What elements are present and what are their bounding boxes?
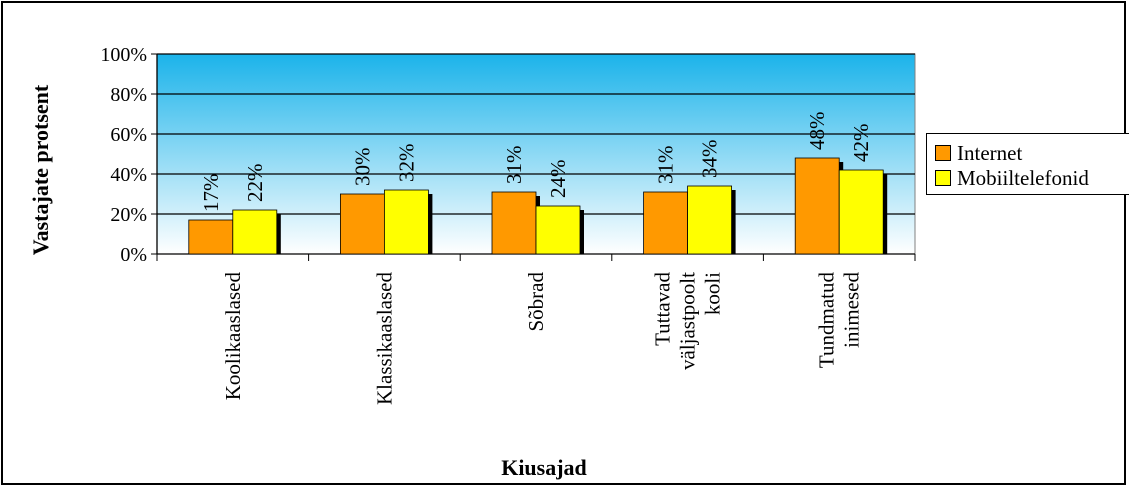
data-label: 31% bbox=[654, 146, 678, 185]
category-label: Tundmatud bbox=[815, 272, 839, 369]
category-label: Koolikaaslased bbox=[221, 272, 245, 401]
legend-swatch-internet bbox=[935, 145, 951, 161]
category-label: Tuttavad bbox=[651, 272, 675, 346]
legend-item-mobiiltelefonid: Mobiiltelefonid bbox=[935, 166, 1089, 190]
bar bbox=[535, 205, 581, 255]
data-label: 22% bbox=[243, 164, 267, 203]
bar bbox=[794, 157, 840, 255]
legend-item-internet: Internet bbox=[935, 141, 1022, 165]
y-tick-label: 80% bbox=[110, 84, 147, 106]
y-tick-label: 60% bbox=[110, 124, 147, 146]
data-label: 48% bbox=[805, 112, 829, 151]
data-label: 34% bbox=[698, 140, 722, 179]
bar bbox=[687, 185, 732, 255]
category-label: Klassikaaslased bbox=[372, 272, 396, 405]
bar bbox=[838, 169, 884, 255]
category-label: Sõbrad bbox=[524, 272, 548, 332]
category-label: kooli bbox=[701, 272, 725, 315]
category-label: inimesed bbox=[840, 272, 864, 348]
category-label: väljastpoolt bbox=[676, 272, 700, 370]
data-label: 24% bbox=[546, 160, 570, 199]
data-label: 32% bbox=[394, 144, 418, 183]
bar bbox=[491, 191, 537, 255]
bar bbox=[643, 191, 688, 255]
x-axis-title: Kiusajad bbox=[501, 455, 587, 480]
legend-swatch-mobiiltelefonid bbox=[935, 170, 951, 186]
data-label: 31% bbox=[502, 146, 526, 185]
y-tick-label: 40% bbox=[110, 164, 147, 186]
legend-label-mobiiltelefonid: Mobiiltelefonid bbox=[957, 165, 1089, 190]
y-tick-label: 20% bbox=[110, 204, 147, 226]
data-label: 42% bbox=[849, 124, 873, 163]
data-label: 17% bbox=[199, 174, 223, 212]
bar bbox=[232, 209, 278, 255]
bar bbox=[339, 193, 385, 255]
y-tick-label: 0% bbox=[120, 244, 147, 266]
bar bbox=[383, 189, 429, 255]
data-label: 30% bbox=[350, 148, 374, 187]
y-tick-label: 100% bbox=[100, 44, 147, 66]
bar bbox=[188, 219, 234, 255]
legend: Internet Mobiiltelefonid bbox=[926, 133, 1129, 195]
legend-label-internet: Internet bbox=[957, 140, 1023, 165]
y-axis-title: Vastajate protsent bbox=[28, 84, 53, 255]
